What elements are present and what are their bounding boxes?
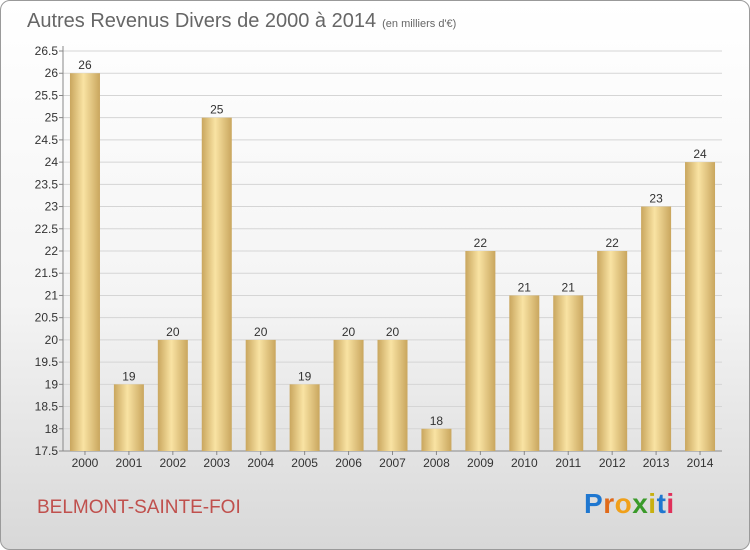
value-label: 20	[386, 325, 400, 339]
bar-2001	[113, 384, 144, 451]
y-tick-label: 23	[45, 200, 59, 214]
x-tick-label: 2002	[159, 456, 186, 470]
bar-2013	[641, 206, 672, 451]
y-tick-label: 22	[45, 244, 59, 258]
bar-2004	[245, 339, 276, 451]
x-tick-label: 2007	[379, 456, 406, 470]
x-tick-label: 2003	[203, 456, 230, 470]
value-label: 20	[342, 325, 356, 339]
bar-2014	[685, 162, 716, 451]
y-tick-label: 20.5	[35, 311, 59, 325]
value-label: 20	[166, 325, 180, 339]
y-tick-label: 26.5	[35, 44, 59, 58]
value-label: 26	[78, 58, 92, 72]
bar-2005	[289, 384, 320, 451]
bar-2008	[421, 428, 452, 451]
bar-2002	[157, 339, 188, 451]
y-tick-label: 19.5	[35, 355, 59, 369]
value-label: 22	[605, 236, 619, 250]
chart-title: Autres Revenus Divers de 2000 à 2014 (en …	[27, 10, 456, 33]
x-tick-label: 2008	[423, 456, 450, 470]
y-tick-label: 26	[45, 66, 59, 80]
x-tick-label: 2005	[291, 456, 318, 470]
value-label: 22	[474, 236, 488, 250]
x-tick-label: 2000	[72, 456, 99, 470]
value-label: 21	[518, 280, 532, 294]
title-text: Autres Revenus Divers de 2000 à 2014	[27, 10, 377, 32]
y-tick-label: 21	[45, 288, 59, 302]
value-label: 23	[649, 192, 663, 206]
x-tick-label: 2001	[116, 456, 143, 470]
bar-2006	[333, 339, 364, 451]
value-label: 19	[122, 369, 136, 383]
y-tick-label: 20	[45, 333, 59, 347]
y-tick-label: 24.5	[35, 133, 59, 147]
value-label: 18	[430, 414, 444, 428]
y-tick-label: 25	[45, 111, 59, 125]
bar-2009	[465, 251, 496, 451]
x-tick-label: 2004	[247, 456, 274, 470]
value-label: 19	[298, 369, 312, 383]
value-label: 25	[210, 103, 224, 117]
bar-2007	[377, 339, 408, 451]
bar-2010	[509, 295, 540, 451]
y-tick-label: 22.5	[35, 222, 59, 236]
y-tick-label: 21.5	[35, 266, 59, 280]
y-tick-label: 18	[45, 422, 59, 436]
y-tick-label: 24	[45, 155, 59, 169]
x-tick-label: 2014	[687, 456, 714, 470]
y-tick-label: 23.5	[35, 177, 59, 191]
x-tick-label: 2006	[335, 456, 362, 470]
x-tick-label: 2013	[643, 456, 670, 470]
city-name: BELMONT-SAINTE-FOI	[37, 497, 241, 518]
x-tick-label: 2009	[467, 456, 494, 470]
y-tick-label: 19	[45, 377, 59, 391]
title-unit: (en milliers d'€)	[382, 18, 457, 30]
value-label: 21	[562, 280, 576, 294]
x-tick-label: 2012	[599, 456, 626, 470]
proxiti-logo[interactable]: Proxiti	[584, 488, 675, 519]
x-tick-label: 2011	[555, 456, 581, 470]
bar-2012	[597, 251, 628, 451]
value-label: 20	[254, 325, 268, 339]
y-tick-label: 17.5	[35, 444, 59, 458]
bar-2011	[553, 295, 584, 451]
value-label: 24	[693, 147, 707, 161]
y-tick-label: 18.5	[35, 400, 59, 414]
x-tick-label: 2010	[511, 456, 538, 470]
bar-2003	[201, 117, 232, 452]
bar-2000	[69, 73, 100, 451]
y-tick-label: 25.5	[35, 88, 59, 102]
